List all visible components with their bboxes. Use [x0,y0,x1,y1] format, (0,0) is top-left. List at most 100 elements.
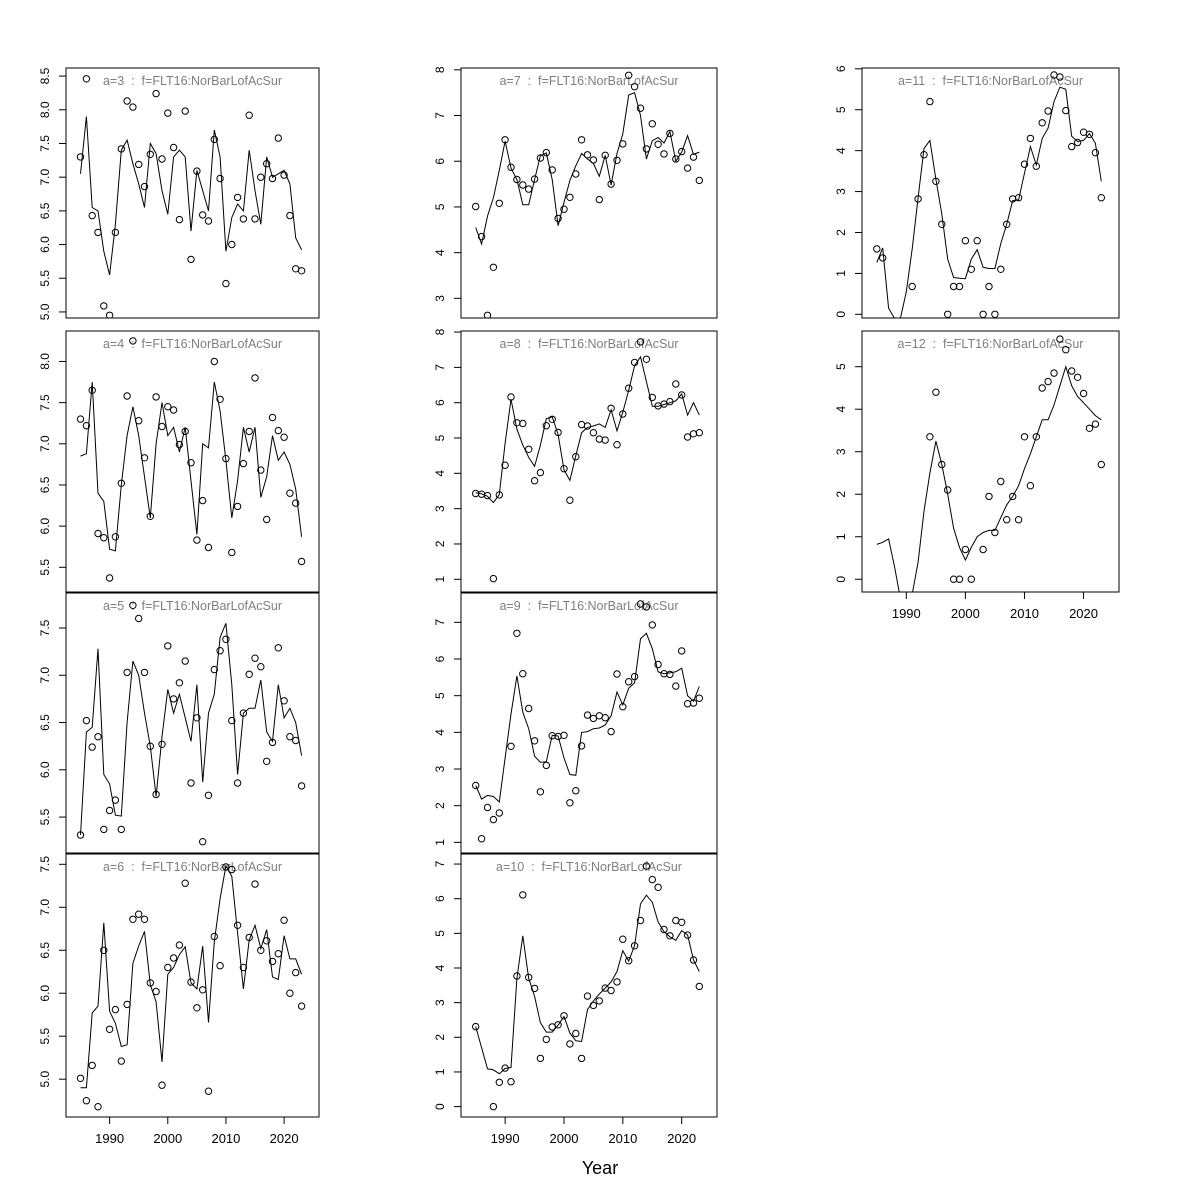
panel-title: a=10 : f=FLT16:NorBarLofAcSur [496,860,682,874]
data-point [245,670,253,678]
data-point [1056,73,1064,81]
data-point [636,600,645,608]
data-point [601,436,609,444]
data-point [583,992,592,1000]
data-point [525,185,533,193]
data-point [169,954,178,962]
data-point [979,310,987,318]
data-point [595,435,603,443]
data-point [245,933,253,942]
data-point [472,781,480,790]
data-point [530,175,539,183]
data-point [678,647,686,655]
data-point [193,1004,201,1012]
data-point [536,788,545,796]
data-point [914,195,922,203]
y-tick-label: 5.5 [38,270,52,287]
data-point [129,103,137,111]
data-point [566,1040,574,1048]
data-point [583,711,592,719]
data-point [233,502,242,511]
data-point [577,136,586,144]
y-tick-label: 1 [433,1068,447,1075]
data-point [489,574,498,583]
data-point [619,410,627,418]
data-point [944,486,952,494]
x-tick-label: 2000 [153,1131,182,1146]
data-point [88,1061,96,1070]
data-point [158,1081,166,1089]
data-point [140,454,149,462]
data-point [536,1054,545,1063]
data-point [595,997,603,1005]
data-point [105,311,114,318]
data-point [1038,384,1046,392]
data-point [607,404,615,412]
data-point [146,512,155,520]
data-point [495,491,503,499]
chart-panel-a7: a=7 : f=FLT16:NorBarLofAcSur 3 4 5 6 7 8 [433,66,718,319]
y-axis: 0 1 2 3 4 5 6 7 [433,860,461,1110]
data-point [1091,420,1100,428]
data-point [636,338,645,346]
data-point [483,311,492,318]
data-point [589,156,598,164]
data-point [210,135,219,144]
data-point [274,644,282,652]
data-point [135,417,143,425]
x-tick-label: 2020 [270,1131,299,1146]
data-point [193,167,201,175]
data-point [654,660,662,669]
data-point [82,422,91,430]
data-point [117,479,126,487]
data-point [216,174,224,183]
data-point [683,433,692,441]
data-point [566,496,574,504]
data-point [117,145,126,153]
data-point [566,193,574,202]
data-point [495,1078,503,1087]
data-point [997,477,1005,486]
data-point [251,880,259,888]
y-tick-label: 2 [834,491,848,498]
panel-border [65,853,320,1118]
panel-border [460,330,718,593]
data-point [111,228,120,237]
data-point [216,395,224,403]
data-point [879,254,887,262]
y-tick-label: 6.0 [38,985,52,1002]
data-point [689,430,698,438]
data-point [689,153,698,161]
y-tick-label: 5.0 [38,1071,52,1088]
data-point [1068,367,1076,375]
data-point [111,796,120,804]
data-point [695,429,703,437]
data-point [100,302,108,310]
data-point [560,205,568,213]
data-point [507,1078,515,1086]
y-tick-label: 7 [433,619,447,626]
data-point [146,742,155,750]
data-point [513,419,521,427]
y-tick-label: 8.0 [38,101,52,118]
data-point [548,166,556,174]
panel-border [65,67,320,319]
data-point [961,545,970,554]
data-point [695,694,703,702]
data-point [158,422,166,431]
y-tick-label: 6.0 [38,236,52,253]
data-point [1073,138,1082,147]
panel-title: a=8 : f=FLT16:NorBarLofAcSur [499,337,678,351]
data-point [280,433,288,441]
data-point [146,979,155,987]
data-point [76,415,85,423]
data-point [82,716,91,725]
data-point [164,403,172,411]
data-point [577,1054,586,1063]
data-point [666,129,674,138]
data-point [536,468,545,477]
data-point [175,941,184,949]
data-point [625,957,633,965]
data-point [286,211,294,220]
data-point [601,151,609,160]
